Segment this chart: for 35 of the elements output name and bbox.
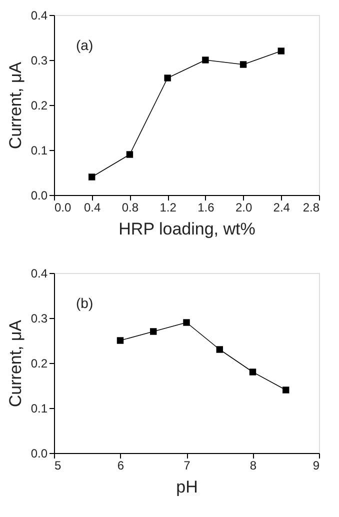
y-tick-label: 0.4 [30, 266, 48, 280]
y-tick-label: 0.1 [30, 402, 48, 416]
x-tick-label: 0.8 [122, 200, 139, 214]
annotation: (b) [76, 295, 94, 311]
x-tick-label: 2.8 [302, 200, 320, 214]
y-tick-label: 0.3 [30, 312, 48, 326]
point [150, 328, 157, 335]
y-axis-title: Current, μA [6, 61, 25, 150]
y-axis-title: Current, μA [6, 319, 25, 408]
x-tick-label: 1.2 [160, 200, 177, 214]
x-tick-label: 9 [312, 458, 320, 472]
x-axis-title: pH [176, 478, 198, 496]
point [282, 386, 290, 394]
x-tick-label: 8 [250, 458, 257, 472]
y-tick-label: 0.4 [30, 8, 48, 22]
x-tick-label: 2.0 [235, 200, 252, 214]
x-tick-label: 7 [184, 458, 191, 472]
x-axis-title: HRP loading, wt% [118, 220, 256, 238]
point [249, 368, 256, 376]
y-tick-label: 0.3 [30, 54, 48, 68]
point [183, 319, 190, 326]
x-tick-label: 6 [117, 458, 124, 472]
point [116, 337, 124, 344]
x-tick-label: 5 [54, 458, 62, 472]
y-tick-label: 0.0 [30, 446, 48, 460]
y-tick-label: 0.2 [30, 356, 48, 370]
y-tick-label: 0.2 [30, 98, 48, 112]
y-tick-label: 0.0 [30, 188, 48, 202]
x-tick-label: 0.0 [54, 200, 72, 214]
annotation: (a) [76, 37, 94, 53]
y-tick-label: 0.1 [30, 144, 48, 158]
x-tick-label: 0.4 [84, 200, 102, 214]
x-tick-label: 2.4 [273, 200, 290, 214]
point [216, 346, 223, 353]
x-tick-label: 1.6 [198, 200, 215, 214]
